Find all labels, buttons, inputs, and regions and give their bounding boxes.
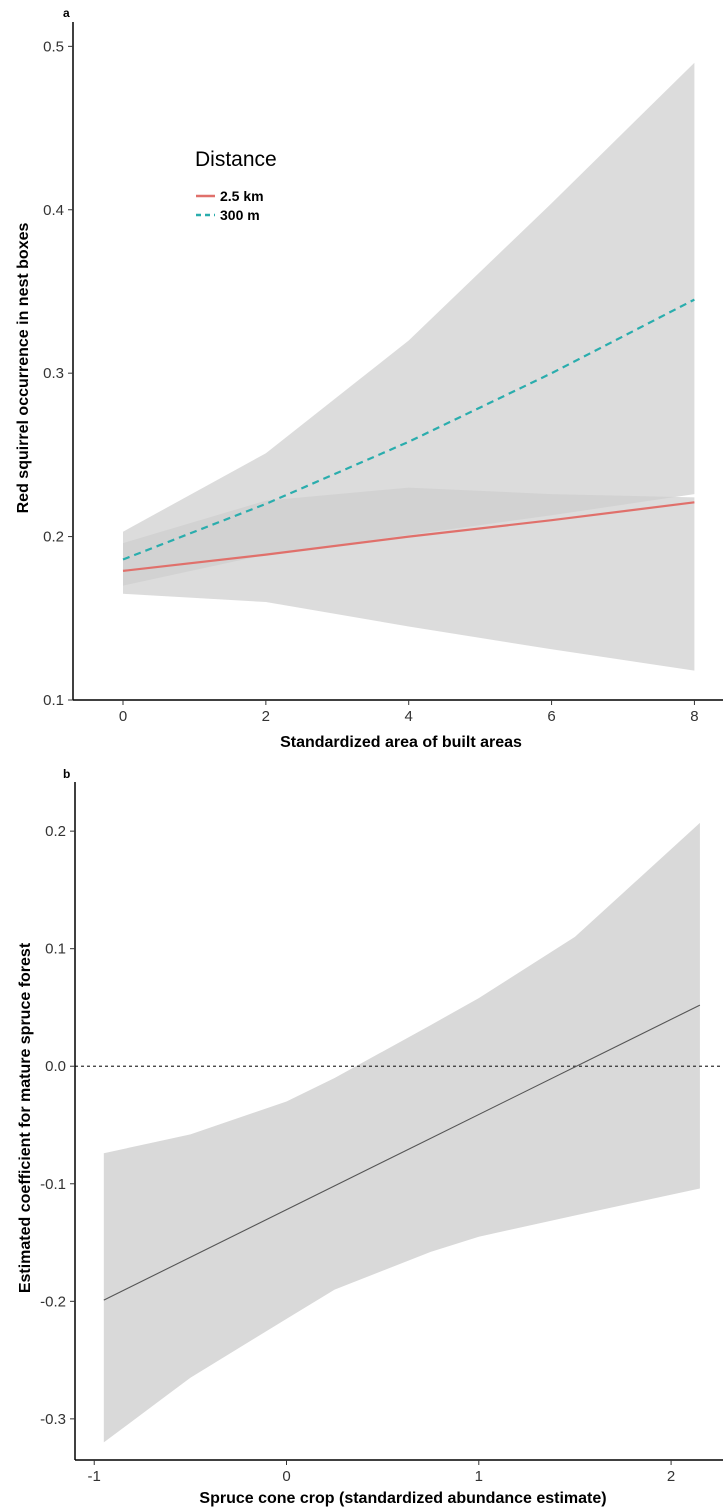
y-tick-label: -0.2 xyxy=(40,1293,66,1310)
x-tick-label: -1 xyxy=(88,1468,101,1485)
y-tick-label: -0.3 xyxy=(40,1411,66,1428)
x-tick-label: 1 xyxy=(475,1468,483,1485)
panel-b-bands xyxy=(103,822,700,1443)
panel-b-lines xyxy=(75,1004,723,1301)
y-tick-label: 0.2 xyxy=(43,529,64,546)
y-tick-label: 0.1 xyxy=(45,941,66,958)
confidence-band-0 xyxy=(103,822,700,1443)
panel-a-lines xyxy=(122,298,695,572)
x-tick-label: 8 xyxy=(690,708,698,725)
panel-a: a 0 2 4 6 8 0.1 0.2 0.3 0.4 0.5 Standardized area… xyxy=(15,6,723,751)
y-tick-label: 0.3 xyxy=(43,365,64,382)
x-tick-label: 2 xyxy=(667,1468,675,1485)
legend-label-2-5km: 2.5 km xyxy=(220,188,264,204)
panel-b-x-axis-title: Spruce cone crop (standardized abundance… xyxy=(199,1490,606,1507)
x-tick-label: 0 xyxy=(282,1468,290,1485)
y-tick-label: 0.0 xyxy=(45,1058,66,1075)
x-tick-label: 6 xyxy=(547,708,555,725)
y-tick-label: 0.1 xyxy=(43,692,64,709)
y-tick-label: -0.1 xyxy=(40,1176,66,1193)
y-tick-label: 0.4 xyxy=(43,202,64,219)
panel-b-y-axis-title: Estimated coefficient for mature spruce … xyxy=(17,942,34,1293)
panel-b-label: b xyxy=(63,767,70,781)
y-tick-label: 0.5 xyxy=(43,38,64,55)
panel-a-bands xyxy=(123,62,695,671)
panel-a-axes: 0 2 4 6 8 0.1 0.2 0.3 0.4 0.5 xyxy=(43,22,723,725)
panel-b-axes: -1 0 1 2 -0.3 -0.2 -0.1 0.0 0.1 0.2 xyxy=(40,782,723,1485)
panel-a-y-axis-title: Red squirrel occurrence in nest boxes xyxy=(15,223,32,514)
panel-a-label: a xyxy=(63,6,70,20)
confidence-band-1 xyxy=(123,62,695,586)
series-line-0 xyxy=(122,501,695,572)
legend-title: Distance xyxy=(195,148,277,171)
y-tick-label: 0.2 xyxy=(45,823,66,840)
series-line-0 xyxy=(103,1004,701,1301)
x-tick-label: 0 xyxy=(119,708,127,725)
legend-label-300m: 300 m xyxy=(220,207,260,223)
panel-b: b -1 0 1 2 -0.3 -0.2 -0.1 0.0 0.1 0.2 Spruce cone… xyxy=(17,767,723,1507)
panel-a-legend: Distance 2.5 km 300 m xyxy=(195,148,277,223)
x-tick-label: 2 xyxy=(262,708,270,725)
x-tick-label: 4 xyxy=(405,708,413,725)
series-line-1 xyxy=(122,298,695,561)
panel-a-x-axis-title: Standardized area of built areas xyxy=(280,734,522,751)
